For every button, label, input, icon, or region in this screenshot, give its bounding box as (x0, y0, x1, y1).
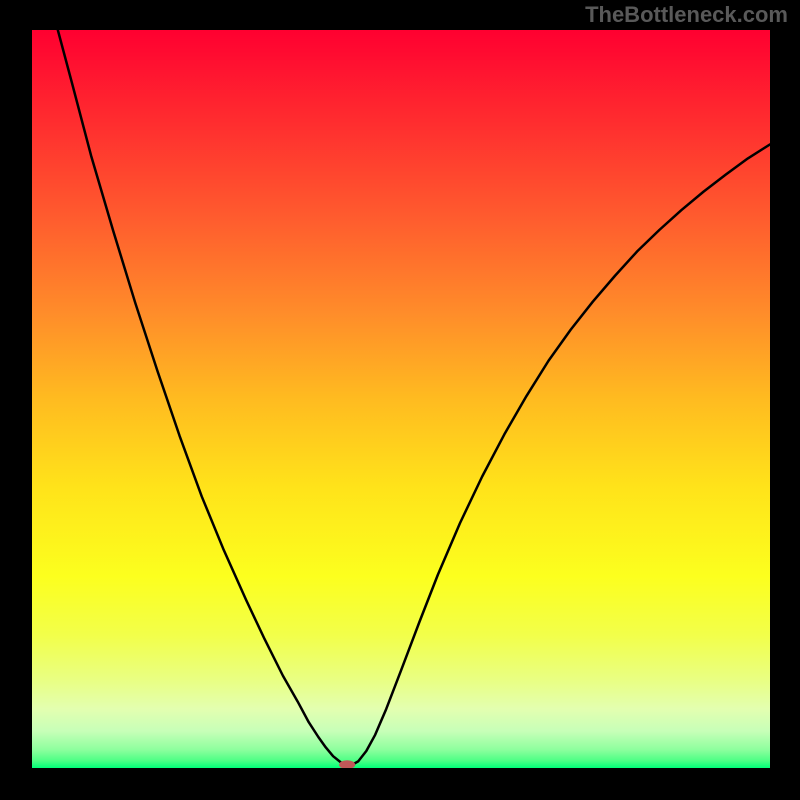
attribution-label: TheBottleneck.com (585, 2, 788, 28)
chart-frame: TheBottleneck.com (0, 0, 800, 800)
chart-plot-area (32, 30, 770, 768)
chart-svg (32, 30, 770, 768)
